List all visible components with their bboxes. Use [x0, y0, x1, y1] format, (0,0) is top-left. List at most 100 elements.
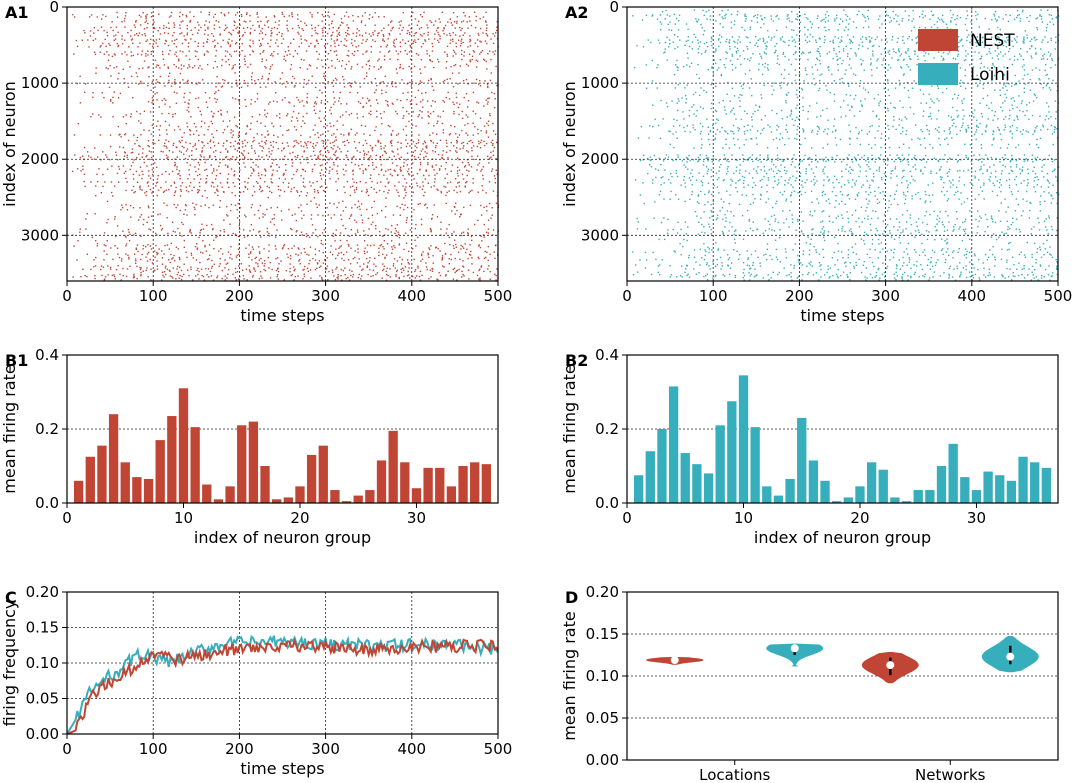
A1-spike-dot — [186, 24, 188, 27]
A1-spike-dot — [100, 265, 103, 267]
A1-spike-dot — [114, 278, 116, 280]
A1-spike-dot — [450, 253, 452, 256]
A2-spike-dot — [872, 110, 874, 113]
A2-spike-dot — [755, 42, 758, 44]
A1-spike-dot — [196, 50, 198, 53]
A1-spike-dot — [368, 159, 370, 161]
A1-spike-dot — [157, 174, 159, 177]
A1-spike-dot — [335, 248, 337, 250]
A1-spike-dot — [489, 278, 491, 280]
A1-spike-dot — [343, 86, 346, 88]
A1-spike-dot — [314, 46, 316, 48]
A1-spike-dot — [116, 11, 118, 14]
A1-spike-dot — [433, 185, 435, 187]
A1-spike-dot — [328, 159, 330, 161]
A1-spike-dot — [327, 14, 329, 17]
A1-spike-dot — [371, 149, 374, 152]
A1-spike-dot — [493, 251, 495, 253]
A1-spike-dot — [94, 265, 97, 267]
A1-spike-dot — [146, 39, 149, 41]
A2-spike-dot — [817, 126, 820, 128]
A1-spike-dot — [404, 194, 407, 197]
A2-spike-dot — [819, 63, 821, 65]
A1-spike-dot — [101, 92, 103, 94]
A1-spike-dot — [357, 251, 359, 254]
A2-spike-dot — [747, 124, 749, 127]
A1-spike-dot — [164, 32, 166, 34]
A2-spike-dot — [849, 38, 851, 41]
A1-spike-dot — [228, 38, 230, 41]
A1-spike-dot — [172, 257, 174, 259]
A1-spike-dot — [111, 165, 113, 167]
A1-spike-dot — [281, 83, 284, 85]
A1-spike-dot — [165, 139, 167, 141]
A1-spike-dot — [156, 260, 158, 262]
A1-spike-dot — [266, 208, 268, 211]
A2-spike-dot — [828, 69, 830, 71]
A1-spike-dot — [175, 206, 177, 209]
A1-spike-dot — [319, 153, 322, 156]
A2-spike-dot — [863, 69, 865, 71]
A1-spike-dot — [437, 189, 439, 191]
A1-spike-dot — [296, 229, 298, 232]
A1-spike-dot — [110, 191, 113, 194]
A2-spike-dot — [1040, 9, 1042, 11]
A1-spike-dot — [192, 257, 195, 259]
A1-spike-dot — [406, 110, 408, 113]
A1-spike-dot — [343, 253, 345, 256]
A1-spike-dot — [84, 83, 87, 85]
A2-spike-dot — [743, 110, 746, 112]
A1-spike-dot — [264, 181, 266, 183]
A1-spike-dot — [297, 18, 299, 20]
A1-spike-dot — [330, 146, 333, 149]
A1-spike-dot — [186, 34, 188, 36]
A1-spike-dot — [396, 148, 399, 150]
A2-spike-dot — [821, 109, 824, 111]
A1-spike-dot — [175, 246, 178, 248]
A1-spike-dot — [373, 168, 375, 171]
A1-spike-dot — [288, 101, 290, 103]
A1-spike-dot — [106, 200, 109, 203]
A2-spike-dot — [923, 55, 925, 57]
A1-spike-dot — [186, 27, 189, 30]
A2-spike-dot — [651, 80, 654, 82]
A1-spike-dot — [301, 234, 303, 236]
A1-spike-dot — [249, 14, 251, 17]
A2-spike-dot — [961, 124, 964, 127]
A1-spike-dot — [237, 248, 240, 251]
A2-spike-dot — [966, 14, 969, 17]
A1-spike-dot — [161, 227, 164, 230]
A2-spike-dot — [888, 64, 890, 66]
A1-spike-dot — [418, 134, 420, 136]
A1-spike-dot — [395, 274, 397, 276]
A1-spike-dot — [181, 139, 183, 142]
A1-spike-dot — [158, 81, 160, 84]
A1-spike-dot — [206, 258, 209, 261]
A1-spike-dot — [214, 92, 216, 95]
A1-spike-dot — [378, 251, 380, 253]
A1-y-tick-label: 2000 — [21, 150, 59, 168]
A2-spike-dot — [849, 18, 851, 20]
A1-spike-dot — [490, 151, 492, 154]
A1-spike-dot — [213, 186, 215, 188]
A1-spike-dot — [415, 245, 417, 247]
A2-spike-dot — [843, 29, 846, 32]
A1-spike-dot — [444, 51, 446, 53]
A1-spike-dot — [90, 181, 92, 183]
A2-spike-dot — [1022, 110, 1024, 113]
A1-spike-dot — [428, 55, 431, 57]
A1-spike-dot — [174, 53, 176, 56]
A1-spike-dot — [356, 150, 358, 152]
A1-spike-dot — [143, 28, 146, 30]
A2-spike-dot — [901, 20, 903, 22]
A2-spike-dot — [645, 64, 647, 66]
A1-spike-dot — [429, 59, 431, 61]
A1-spike-dot — [227, 166, 229, 169]
A1-spike-dot — [341, 65, 343, 67]
A1-spike-dot — [292, 38, 295, 40]
A2-spike-dot — [688, 115, 691, 117]
A1-spike-dot — [176, 268, 178, 270]
A1-spike-dot — [280, 210, 283, 212]
A1-spike-dot — [441, 157, 444, 160]
A1-spike-dot — [267, 196, 269, 199]
